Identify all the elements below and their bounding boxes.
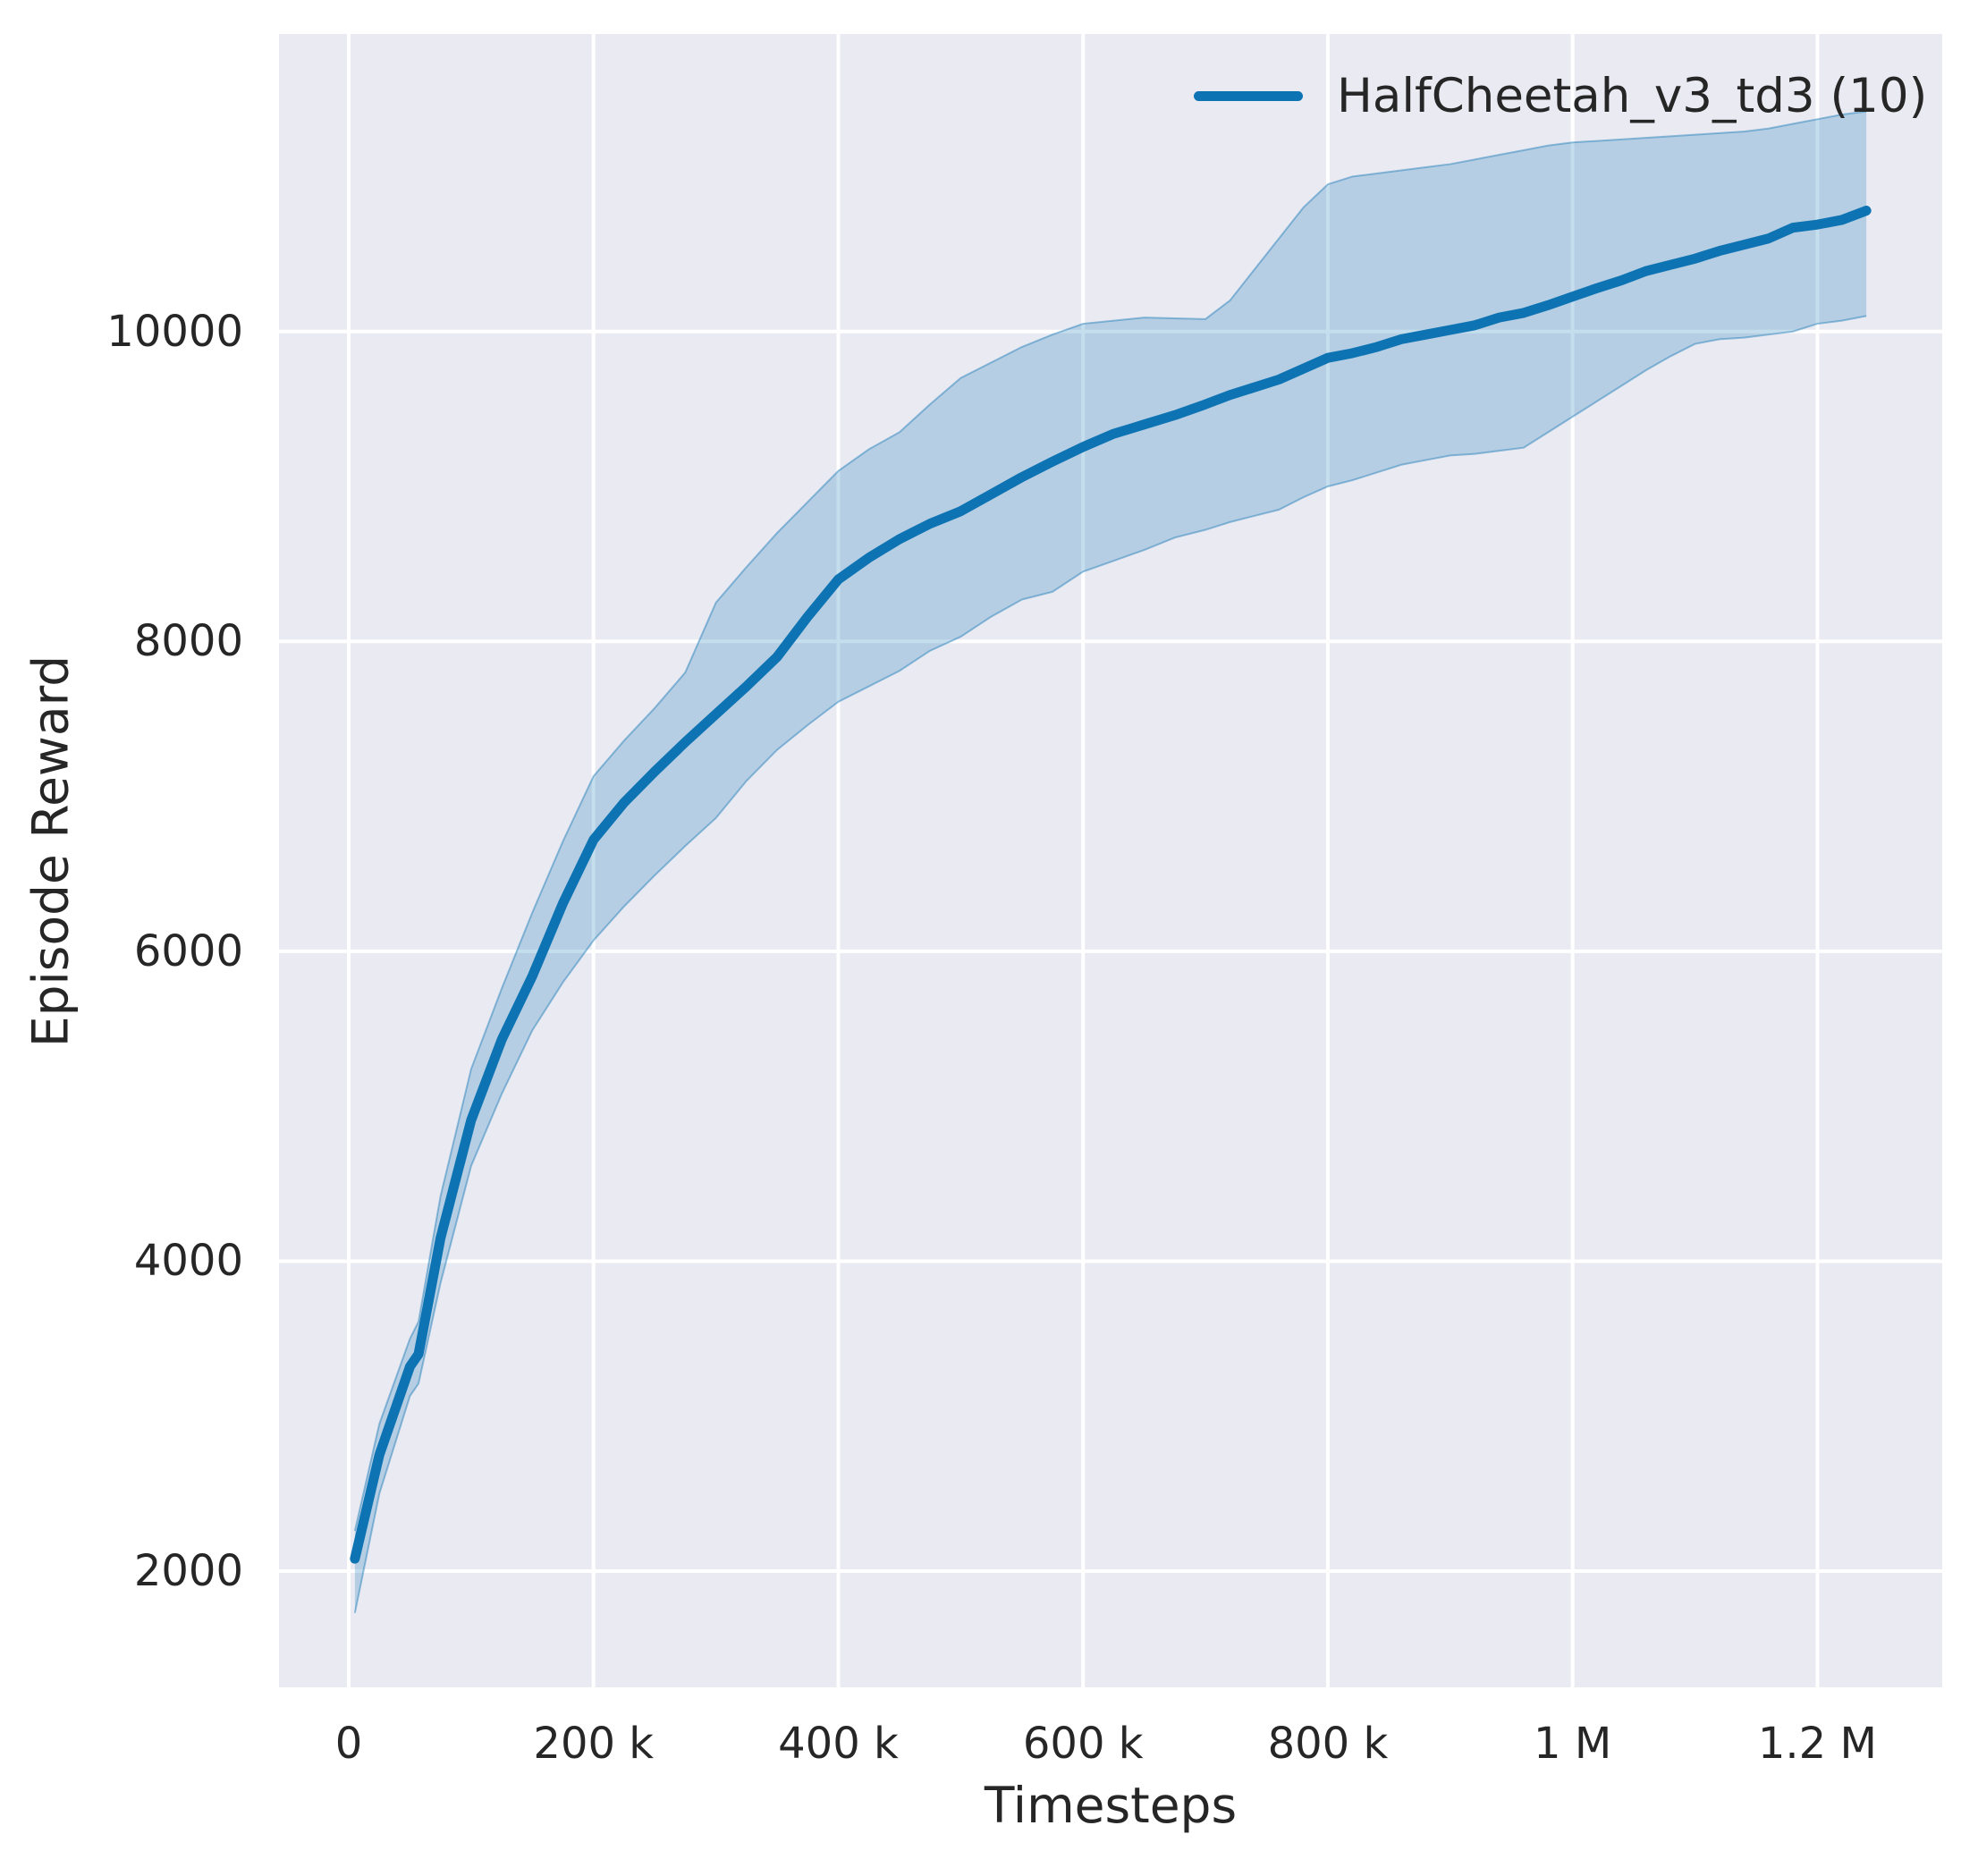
x-tick-label: 200 k [533, 1719, 655, 1769]
mean-reward-line [350, 206, 1872, 1564]
x-tick-label: 1.2 M [1757, 1719, 1877, 1769]
confidence-band [354, 111, 1867, 1613]
legend-label: HalfCheetah_v3_td3 (10) [1337, 69, 1928, 123]
x-tick-label: 600 k [1022, 1719, 1144, 1769]
band-lower-edge [353, 315, 1867, 1614]
x-tick-label: 0 [334, 1719, 363, 1769]
legend: HalfCheetah_v3_td3 (10) [1194, 72, 1927, 120]
y-tick-label: 8000 [133, 616, 243, 667]
x-tick-label: 1 M [1534, 1719, 1612, 1769]
y-tick-label: 6000 [133, 925, 243, 976]
y-tick-label: 2000 [133, 1546, 243, 1597]
plot-area [279, 34, 1942, 1687]
band-upper-edge [353, 110, 1867, 1532]
y-tick-label: 10000 [106, 306, 243, 357]
y-tick-label: 4000 [133, 1236, 243, 1287]
legend-line-swatch [1194, 91, 1303, 101]
x-tick-label: 400 k [778, 1719, 899, 1769]
x-axis-label: Timesteps [984, 1777, 1238, 1834]
y-axis-label: Episode Reward [21, 655, 80, 1048]
x-tick-label: 800 k [1267, 1719, 1389, 1769]
